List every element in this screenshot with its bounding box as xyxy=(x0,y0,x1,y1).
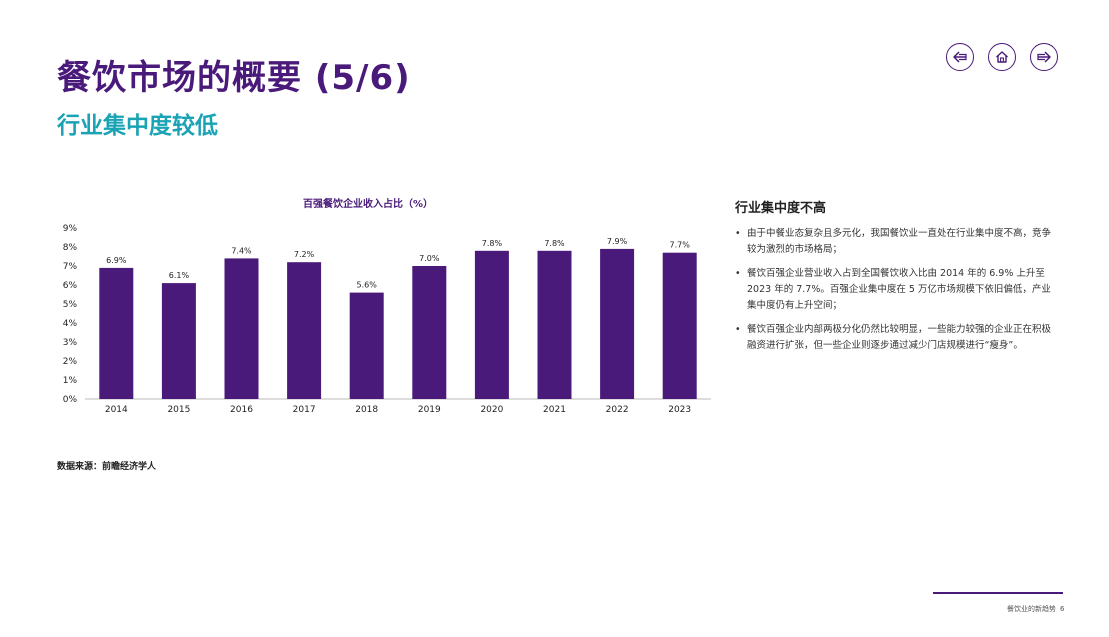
bar-chart: 百强餐饮企业收入占比（%） 0% 1% 2% 3% 4% 5% 6% 7% 8% 9% 6.9% 201… xyxy=(63,197,711,415)
y-tick-label: 9% xyxy=(63,224,78,234)
y-tick-label: 4% xyxy=(63,319,78,329)
x-tick-label: 2021 xyxy=(543,405,566,415)
data-label: 7.2% xyxy=(294,250,315,259)
bar xyxy=(99,267,134,399)
insight-heading: 行业集中度不高 xyxy=(735,201,827,216)
footer-text: 餐饮业的新趋势 xyxy=(1007,605,1056,613)
page-subtitle: 行业集中度较低 xyxy=(57,113,218,139)
bar xyxy=(600,248,635,399)
footer: 餐饮业的新趋势 6 xyxy=(1007,604,1064,614)
bar xyxy=(349,292,384,399)
bar xyxy=(474,250,509,399)
home-button[interactable] xyxy=(988,43,1016,71)
x-tick-label: 2023 xyxy=(668,405,691,415)
back-button[interactable] xyxy=(946,43,974,71)
y-tick-label: 8% xyxy=(63,243,78,253)
data-label: 7.9% xyxy=(607,237,628,246)
bar xyxy=(161,283,196,399)
data-label: 7.8% xyxy=(482,239,503,248)
arrow-right-icon xyxy=(1037,51,1051,63)
data-source: 数据来源：前瞻经济学人 xyxy=(57,462,157,472)
data-label: 6.1% xyxy=(169,271,190,280)
x-tick-label: 2020 xyxy=(480,405,503,415)
bar xyxy=(412,266,447,399)
data-label: 7.0% xyxy=(419,254,440,263)
footer-divider xyxy=(933,592,1063,594)
x-tick-label: 2022 xyxy=(606,405,629,415)
bar xyxy=(287,262,322,399)
forward-button[interactable] xyxy=(1030,43,1058,71)
insight-list: 由于中餐业态复杂且多元化，我国餐饮业一直处在行业集中度不高，竞争较为激烈的市场格… xyxy=(735,226,1057,354)
insight-panel: 行业集中度不高 由于中餐业态复杂且多元化，我国餐饮业一直处在行业集中度不高，竞争… xyxy=(735,197,1057,362)
data-label: 6.9% xyxy=(106,256,127,265)
bar xyxy=(537,250,572,399)
bar xyxy=(662,252,697,399)
x-tick-label: 2014 xyxy=(105,405,128,415)
y-tick-label: 0% xyxy=(63,395,78,405)
x-tick-label: 2016 xyxy=(230,405,253,415)
data-label: 7.8% xyxy=(544,239,565,248)
x-tick-label: 2018 xyxy=(355,405,378,415)
arrow-left-icon xyxy=(953,51,967,63)
page-title: 餐饮市场的概要 (5/6) xyxy=(57,58,411,98)
nav-buttons xyxy=(946,43,1058,71)
insight-bullet: 由于中餐业态复杂且多元化，我国餐饮业一直处在行业集中度不高，竞争较为激烈的市场格… xyxy=(735,226,1057,258)
y-tick-label: 7% xyxy=(63,262,78,272)
y-tick-label: 5% xyxy=(63,300,78,310)
x-tick-label: 2017 xyxy=(293,405,316,415)
y-tick-label: 6% xyxy=(63,281,78,291)
data-label: 5.6% xyxy=(357,281,378,290)
y-tick-label: 3% xyxy=(63,338,78,348)
home-icon xyxy=(996,51,1008,63)
y-tick-label: 1% xyxy=(63,376,78,386)
chart-title: 百强餐饮企业收入占比（%） xyxy=(303,197,433,210)
y-tick-label: 2% xyxy=(63,357,78,367)
insight-bullet: 餐饮百强企业内部两极分化仍然比较明显，一些能力较强的企业正在积极融资进行扩张，但… xyxy=(735,322,1057,354)
data-label: 7.7% xyxy=(670,241,691,250)
data-label: 7.4% xyxy=(231,246,252,255)
page-number: 6 xyxy=(1060,605,1065,613)
x-tick-label: 2015 xyxy=(167,405,190,415)
x-tick-label: 2019 xyxy=(418,405,441,415)
insight-bullet: 餐饮百强企业营业收入占到全国餐饮收入比由 2014 年的 6.9% 上升至 20… xyxy=(735,266,1057,314)
bar xyxy=(224,258,259,399)
